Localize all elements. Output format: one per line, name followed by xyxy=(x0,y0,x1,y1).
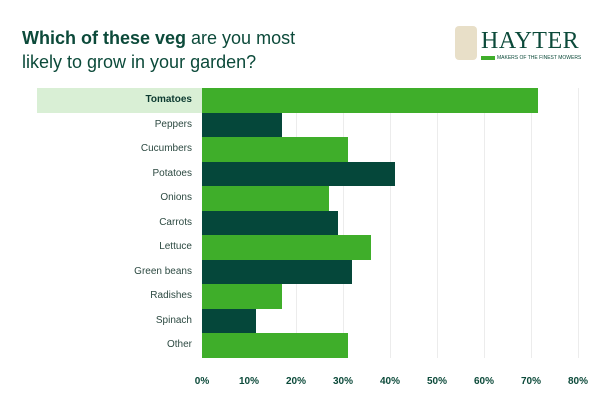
x-tick-label: 0% xyxy=(194,376,210,387)
bar-other xyxy=(202,333,348,358)
title-bold: Which of these veg xyxy=(22,28,187,48)
category-label: Lettuce xyxy=(159,241,192,252)
bar-green-beans xyxy=(202,259,353,284)
bar-cucumbers xyxy=(202,137,348,162)
category-label: Green beans xyxy=(134,265,192,277)
category-label: Radishes xyxy=(150,290,192,301)
highlight-row xyxy=(37,88,202,113)
category-label: Carrots xyxy=(159,216,192,228)
category-label: Tomatoes xyxy=(145,94,193,105)
bar-potatoes xyxy=(202,161,395,186)
plot-area xyxy=(202,88,579,358)
brand-name: HAYTER xyxy=(481,28,580,54)
bar-lettuce xyxy=(202,235,372,260)
gridline xyxy=(437,88,438,358)
bar-tomatoes xyxy=(202,88,539,113)
bar-peppers xyxy=(202,112,282,137)
x-tick-label: 50% xyxy=(426,376,448,387)
gridline xyxy=(578,88,579,358)
category-label: Peppers xyxy=(154,118,192,130)
x-tick-label: 30% xyxy=(332,376,354,387)
royal-warrant-crest-icon xyxy=(455,26,477,60)
category-label: Spinach xyxy=(155,314,192,326)
x-tick-label: 40% xyxy=(379,376,401,387)
gridline xyxy=(390,88,391,358)
bar-radishes xyxy=(202,284,282,309)
category-label: Cucumbers xyxy=(140,143,192,154)
chart-title: Which of these veg are you most likely t… xyxy=(22,26,322,74)
bar-onions xyxy=(202,186,329,211)
gridline xyxy=(343,88,344,358)
gridline xyxy=(531,88,532,358)
x-tick-label: 80% xyxy=(567,376,589,387)
x-tick-label: 60% xyxy=(473,376,495,387)
category-label: Potatoes xyxy=(152,167,192,179)
title-rest: are you most likely to grow in your gard… xyxy=(22,28,296,72)
bar-spinach xyxy=(202,308,257,333)
x-tick-label: 10% xyxy=(238,376,260,387)
x-tick-label: 20% xyxy=(285,376,307,387)
bar-carrots xyxy=(202,210,339,235)
category-label: Other xyxy=(166,339,192,350)
gridline xyxy=(484,88,485,358)
hayter-logo: HAYTER MAKERS OF THE FINEST MOWERS xyxy=(455,26,590,66)
x-tick-label: 70% xyxy=(520,376,542,387)
category-label: Onions xyxy=(160,192,192,203)
brand-tagline: MAKERS OF THE FINEST MOWERS xyxy=(481,55,581,61)
